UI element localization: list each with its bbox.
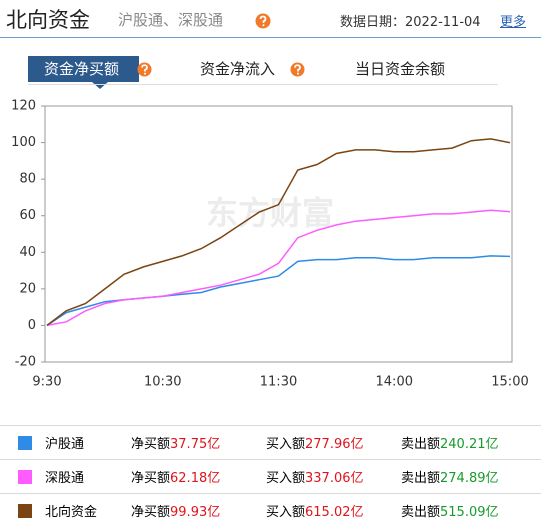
table-cell: 卖出额240.21亿 [401,425,541,460]
x-tick-label: 11:30 [260,375,297,390]
cell-value: 337.06亿 [305,471,364,486]
plot-frame [44,105,513,363]
x-tick-label: 14:00 [376,375,413,390]
series-name: 北向资金 [45,493,131,525]
help-icon[interactable] [290,62,305,77]
legend-swatch [18,435,32,450]
y-tick-label: 100 [11,135,36,150]
y-tick-label: 80 [19,172,36,187]
cell-label: 买入额 [266,505,306,520]
cell-label: 买入额 [266,471,306,486]
x-tick-label: 10:30 [144,375,181,390]
cell-value: 515.09亿 [440,505,499,520]
table-cell: 买入额277.96亿 [266,425,401,460]
cell-label: 卖出额 [401,437,441,452]
series-line [46,255,511,327]
cell-value: 99.93亿 [170,505,221,520]
cell-value: 274.89亿 [440,471,499,486]
tab[interactable]: 当日资金余额 [355,56,445,82]
y-tick-label: 120 [11,99,36,114]
cell-label: 卖出额 [401,471,441,486]
cell-value: 277.96亿 [305,437,364,452]
table-row: 深股通 净买额62.18亿 买入额337.06亿 卖出额274.89亿 [0,459,541,494]
table-cell: 净买额37.75亿 [131,425,266,460]
tab-label: 资金净买额 [44,60,120,78]
table-cell: 净买额99.93亿 [131,493,266,525]
y-tick-label: 0 [28,318,36,333]
cell-value: 615.02亿 [305,505,364,520]
date: 2022-11-04 [405,15,481,30]
date-label: 数据日期： [340,15,406,30]
date-info: 数据日期：2022-11-04 [340,11,481,30]
legend-swatch [18,503,32,518]
cell-value: 37.75亿 [170,437,221,452]
cell-label: 净买额 [131,471,171,486]
subtitle: 沪股通、深股通 [118,11,224,29]
cell-label: 净买额 [131,505,171,520]
help-icon[interactable] [255,13,271,29]
table-cell: 买入额615.02亿 [266,493,401,525]
y-tick-label: -20 [15,355,36,370]
cell-value: 62.18亿 [170,471,221,486]
y-tick-label: 60 [19,208,36,223]
x-tick-label: 9:30 [32,375,61,390]
cell-label: 净买额 [131,437,171,452]
table-cell: 卖出额515.09亿 [401,493,541,525]
summary-table: 沪股通 净买额37.75亿 买入额277.96亿 卖出额240.21亿 深股通 净买额62… [0,425,541,525]
table-cell: 买入额337.06亿 [266,459,401,494]
x-tick-label: 15:00 [491,375,528,390]
legend-cell [0,425,45,460]
tab[interactable]: 资金净流入 [200,56,275,82]
series-name: 深股通 [45,459,131,494]
series-line [46,138,511,326]
legend-cell [0,459,45,494]
table-row: 北向资金 净买额99.93亿 买入额615.02亿 卖出额515.09亿 [0,493,541,525]
y-tick-label: 40 [19,245,36,260]
title: 北向资金 [6,8,90,32]
table-cell: 卖出额274.89亿 [401,459,541,494]
tab-rule [28,84,498,85]
help-icon[interactable] [137,62,152,77]
tab[interactable]: 资金净买额 [28,56,140,82]
legend-swatch [18,469,32,484]
cell-value: 240.21亿 [440,437,499,452]
table-row: 沪股通 净买额37.75亿 买入额277.96亿 卖出额240.21亿 [0,425,541,460]
y-tick-label: 20 [19,281,36,296]
tab-pointer [92,82,108,89]
cell-label: 买入额 [266,437,306,452]
series-line [46,209,511,327]
legend-cell [0,493,45,525]
table-cell: 净买额62.18亿 [131,459,266,494]
header-rule [0,37,541,38]
chart: 东方财富 -20 0 20 40 60 80 100 120 9:30 10:30 11:30 14:… [11,99,529,390]
tab-label: 资金净流入 [200,60,276,78]
tab-label: 当日资金余额 [355,60,446,78]
series-name: 沪股通 [45,425,131,460]
more-link[interactable]: 更多 [500,15,527,30]
watermark: 东方财富 [206,194,334,232]
cell-label: 卖出额 [401,505,441,520]
